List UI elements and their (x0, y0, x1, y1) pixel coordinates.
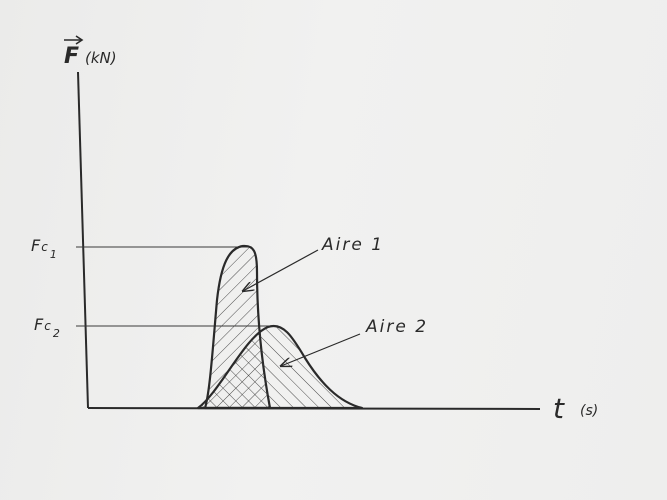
x-axis-symbol: t (553, 392, 565, 425)
y-axis-unit: (kN) (85, 49, 117, 67)
level-label-fc2: Fc2 (34, 315, 60, 340)
area-2-label: Aire 2 (365, 317, 428, 337)
area-1-label: Aire 1 (321, 235, 384, 255)
x-axis-unit: (s) (580, 403, 598, 419)
y-axis-line (77, 71, 89, 409)
area-1-leader-arrow (243, 249, 319, 291)
area-2-leader-arrow (281, 333, 361, 366)
level-label-fc1: Fc1 (31, 236, 57, 261)
y-axis-symbol: F (64, 44, 79, 69)
vector-arrow-icon (75, 35, 84, 45)
